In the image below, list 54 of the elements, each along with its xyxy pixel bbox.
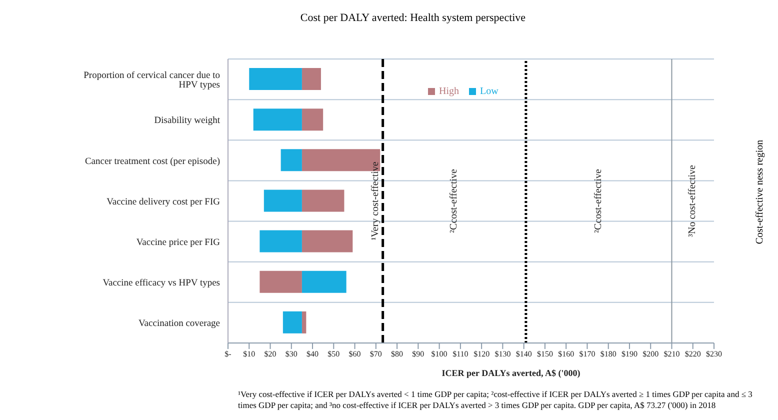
text: ¹Very cost-effective if ICER per DALYs averted < 1 time GDP per capita; ²cost-effective if ICER per DALYs averted ≥ 1 times GDP per capita and ≤ 3 times GDP per capita; and ³no cost-effective if ICER per DALYs averted > 3 times GDP per capita. GDP per capita, A$ 73.27 ('000) in 2018 (238, 389, 754, 412)
bar (302, 68, 321, 90)
bar (302, 311, 306, 334)
x-tick-label: $90 (412, 350, 424, 359)
bar (280, 149, 302, 172)
x-tick-label: $40 (306, 350, 319, 359)
x-tick-label: $30 (285, 350, 298, 359)
legend-label: Low (480, 86, 498, 97)
y-tick-label: Vaccine delivery cost per FIG (106, 197, 220, 208)
y-tick-label: Vaccine price per FIG (136, 238, 220, 248)
x-tick-label: $110 (452, 350, 468, 359)
y-tick-label: Proportion of cervical cancer due to HPV types (84, 70, 220, 90)
annotation: ²Ccost-effective (593, 168, 604, 233)
x-tick-label: $140 (516, 350, 532, 359)
y-tick-label: Vaccination coverage (138, 319, 220, 330)
x-tick-label: $230 (706, 350, 722, 359)
chart-title: Cost per DALY averted: Health system perspective (299, 11, 527, 26)
x-tick-label: $130 (494, 350, 511, 359)
x-tick-label: $- (224, 350, 232, 359)
x-tick-label: $220 (684, 350, 701, 359)
x-tick-label: $170 (579, 350, 596, 359)
x-tick-label: $150 (536, 350, 553, 359)
y-tick-label: Cancer treatment cost (per episode) (84, 156, 220, 167)
bar (260, 270, 302, 293)
x-tick-label: $210 (664, 350, 680, 359)
x-tick-label: $100 (431, 350, 448, 359)
x-tick-label: $180 (600, 350, 616, 359)
bar (260, 230, 302, 252)
bar (253, 108, 302, 131)
bar (282, 311, 302, 334)
ref-line-label: ¹Very cost-effective (370, 161, 382, 240)
annotation: ³No cost-effective (687, 164, 698, 237)
bar (302, 230, 353, 252)
x-tick-label: $50 (328, 350, 340, 359)
bar (302, 270, 346, 293)
x-tick-label: $80 (391, 350, 404, 359)
bar (249, 68, 302, 90)
x-tick-label: $120 (474, 350, 490, 359)
bar (302, 108, 324, 131)
legend-label: High (439, 86, 459, 97)
bar (302, 190, 344, 212)
x-tick-label: $160 (558, 350, 574, 359)
y-tick-label: Vaccine efficacy vs HPV types (102, 278, 220, 289)
x-tick-label: $190 (621, 350, 638, 359)
x-tick-label: $60 (348, 350, 361, 359)
x-axis-title: ICER per DALYs averted, A$ ('000) (442, 368, 580, 378)
x-tick-label: $20 (264, 350, 276, 359)
annotation: ²Ccost-effective (448, 168, 460, 233)
bar (264, 190, 302, 212)
x-tick-label: $200 (642, 350, 659, 359)
y-tick-label: Disability weight (154, 116, 220, 126)
x-tick-label: $70 (370, 350, 382, 359)
x-tick-label: $10 (243, 350, 256, 359)
y2-axis-title: Cost-effective ness region (754, 139, 766, 244)
